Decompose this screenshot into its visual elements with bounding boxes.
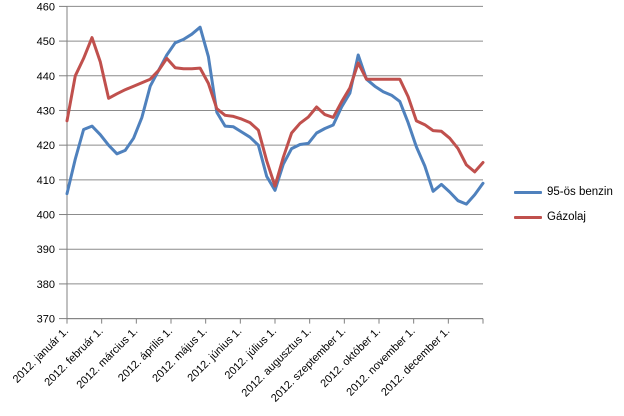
legend-item-benzin: 95-ös benzin [514, 186, 613, 199]
y-axis-label-440: 440 [37, 71, 55, 83]
y-axis-label-380: 380 [37, 279, 55, 291]
y-axis-label-420: 420 [37, 140, 55, 152]
legend-item-gazolaj: Gázolaj [514, 211, 613, 224]
legend-label-benzin: 95-ös benzin [547, 186, 613, 198]
legend: 95-ös benzin Gázolaj [514, 186, 613, 224]
legend-swatch-benzin [514, 191, 542, 194]
legend-label-gazolaj: Gázolaj [547, 211, 586, 223]
y-axis-label-400: 400 [37, 210, 55, 222]
y-axis-label-430: 430 [37, 105, 55, 117]
y-axis-label-450: 450 [37, 36, 55, 48]
series-line-0 [65, 25, 485, 206]
legend-swatch-gazolaj [514, 216, 542, 219]
y-axis-label-460: 460 [37, 1, 55, 13]
y-axis-label-410: 410 [37, 175, 55, 187]
y-axis-label-370: 370 [37, 314, 55, 326]
series-line-1 [65, 36, 485, 188]
x-axis-label-11: 2012. december 1. [379, 325, 452, 398]
x-axis-label-9: 2012. október 1. [318, 325, 383, 390]
x-axis-label-2: 2012. március 1. [74, 325, 140, 391]
y-axis-label-390: 390 [37, 244, 55, 256]
